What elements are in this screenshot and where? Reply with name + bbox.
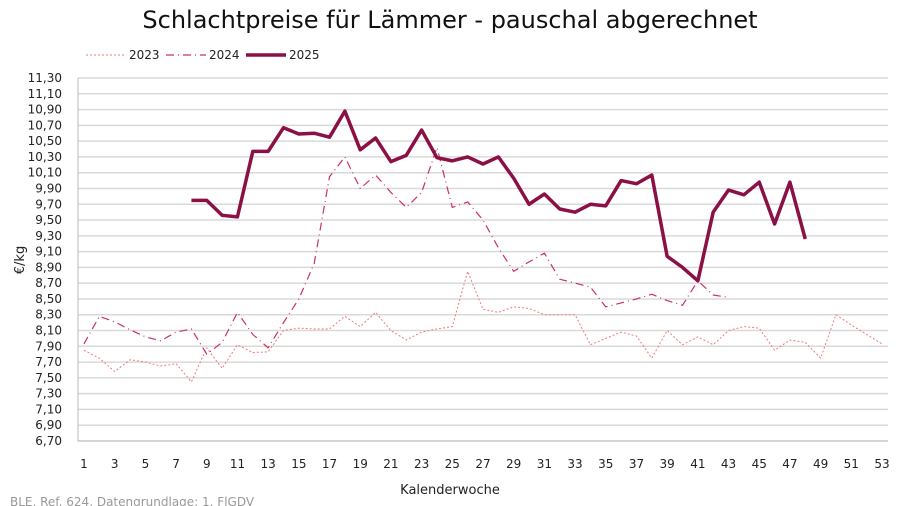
y-tick-label: 6,90 [35,418,62,432]
x-tick-label: 9 [203,457,211,471]
y-tick-label: 9,90 [35,181,62,195]
x-tick-label: 45 [752,457,767,471]
y-tick-label: 7,30 [35,387,62,401]
x-tick-label: 53 [874,457,889,471]
x-tick-label: 19 [353,457,368,471]
grid [78,77,888,442]
x-tick-label: 5 [142,457,150,471]
chart-title: Schlachtpreise für Lämmer - pauschal abg… [142,6,757,34]
y-tick-label: 11,30 [28,71,62,85]
legend-label-2024: 2024 [209,48,240,62]
y-axis-label: €/kg [13,246,28,274]
y-tick-label: 9,10 [35,245,62,259]
series-line-2023 [83,270,883,383]
y-tick-label: 8,90 [35,260,62,274]
y-axis: 6,70 6,90 7,107,30 7,50 7,70 7,908,10 8,30 8,50… [28,71,79,448]
x-tick-label: 47 [782,457,797,471]
x-tick-label: 39 [660,457,675,471]
x-tick-label: 43 [721,457,736,471]
y-tick-label: 11,10 [28,87,62,101]
legend: 2023 2024 2025 [86,48,320,62]
y-tick-label: 8,70 [35,276,62,290]
y-tick-label: 9,30 [35,229,62,243]
x-axis: 1 3 5 7 9 11 13 15 17 19 21 23 25 27 29 31 33 35 37 39 41 43 4… [78,440,890,471]
x-tick-label: 23 [414,457,429,471]
x-tick-label: 17 [322,457,337,471]
x-tick-label: 41 [690,457,705,471]
x-tick-label: 25 [445,457,460,471]
x-tick-label: 21 [383,457,398,471]
y-tick-label: 7,90 [35,339,62,353]
x-tick-label: 49 [813,457,828,471]
x-tick-label: 13 [261,457,276,471]
y-tick-label: 9,70 [35,197,62,211]
series-line-2025 [191,109,807,283]
x-tick-label: 33 [567,457,582,471]
y-tick-label: 10,10 [28,166,62,180]
y-tick-label: 7,50 [35,371,62,385]
y-tick-label: 8,50 [35,292,62,306]
x-tick-label: 27 [475,457,490,471]
legend-label-2023: 2023 [129,48,160,62]
x-tick-label: 29 [506,457,521,471]
x-tick-label: 7 [172,457,180,471]
x-tick-label: 3 [111,457,119,471]
x-tick-label: 35 [598,457,613,471]
y-tick-label: 9,50 [35,213,62,227]
x-tick-label: 15 [291,457,306,471]
footer-source: BLE, Ref. 624, Datengrundlage: 1. FlGDV [10,495,255,506]
x-tick-label: 37 [629,457,644,471]
legend-label-2025: 2025 [289,48,320,62]
x-tick-label: 51 [844,457,859,471]
series [83,109,883,383]
y-tick-label: 8,10 [35,324,62,338]
x-tick-label: 11 [230,457,245,471]
x-tick-label: 31 [537,457,552,471]
y-tick-label: 8,30 [35,308,62,322]
y-tick-label: 10,30 [28,150,62,164]
y-tick-label: 6,70 [35,434,62,448]
y-tick-label: 7,10 [35,402,62,416]
x-tick-label: 1 [80,457,88,471]
y-tick-label: 10,70 [28,118,62,132]
y-tick-label: 7,70 [35,355,62,369]
series-line-2024 [83,146,729,355]
x-axis-label: Kalenderwoche [400,483,500,498]
y-tick-label: 10,50 [28,134,62,148]
y-tick-label: 10,90 [28,103,62,117]
